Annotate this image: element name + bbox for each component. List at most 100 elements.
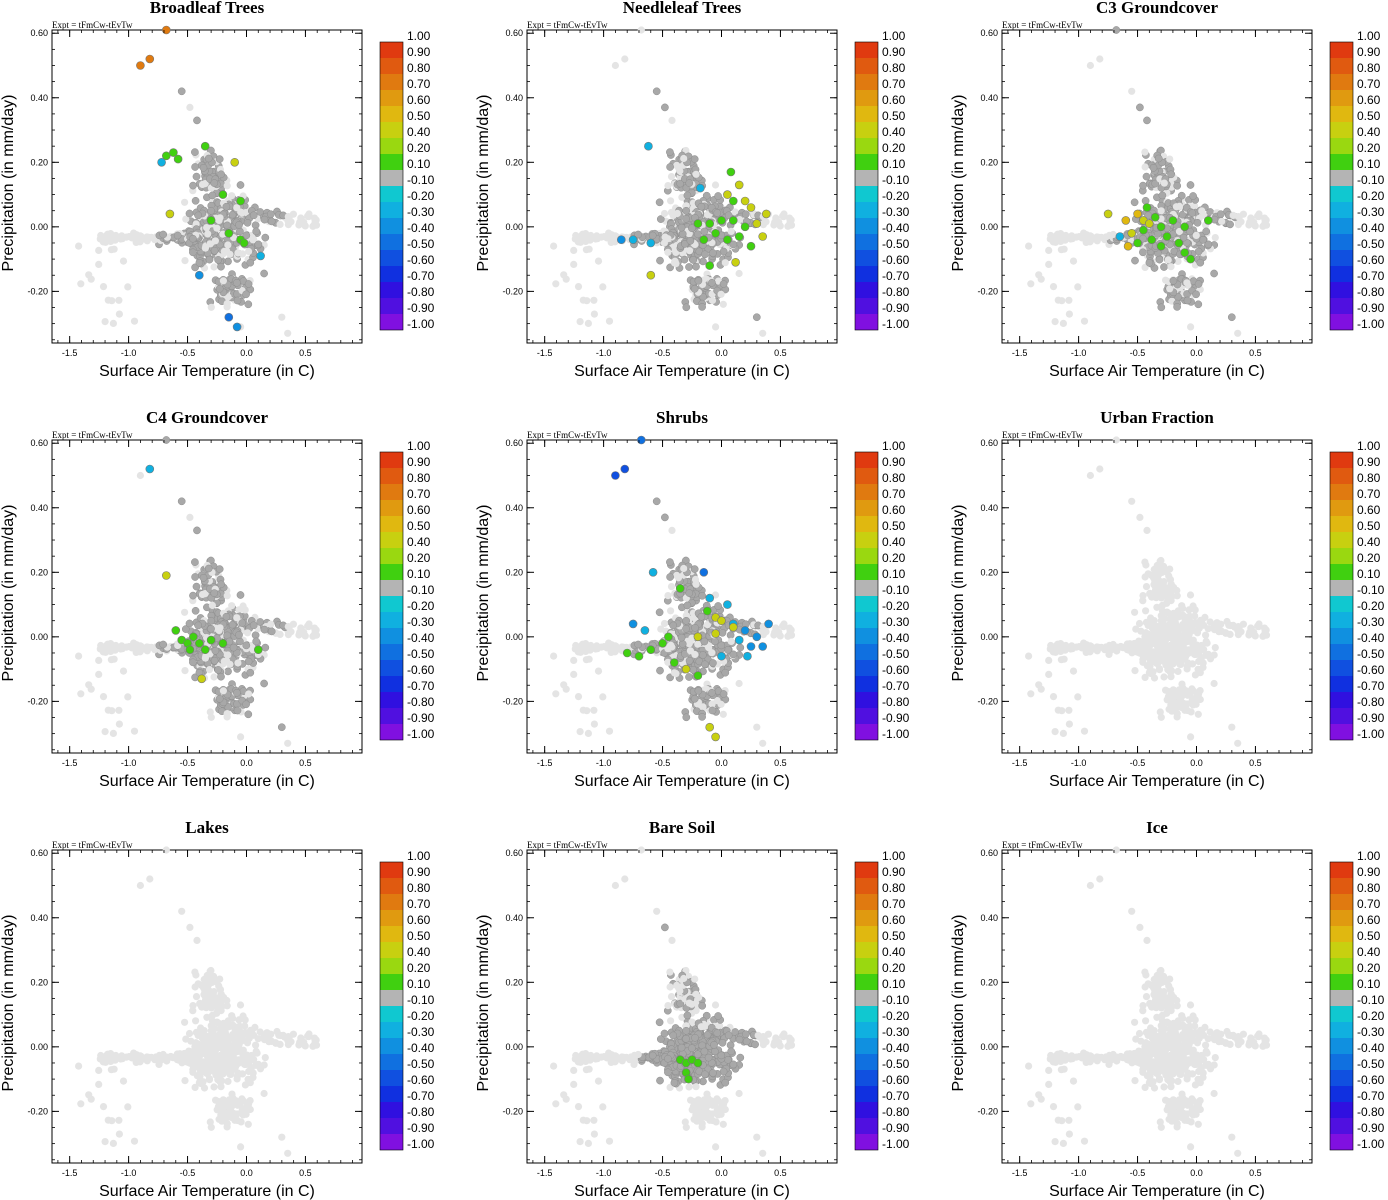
scatter-point <box>560 271 568 279</box>
colorbar-label: -0.20 <box>1357 189 1385 203</box>
colored-point <box>734 232 744 241</box>
scatter-point <box>107 656 115 664</box>
scatter-point <box>698 591 707 600</box>
scatter-point <box>711 637 719 646</box>
colorbar-label: 0.10 <box>407 157 431 171</box>
scatter-point <box>109 729 117 738</box>
colored-point <box>634 651 644 661</box>
scatter-point <box>741 210 750 219</box>
colorbar-segment <box>1330 218 1353 234</box>
colored-point <box>1115 232 1125 241</box>
scatter-point <box>719 710 727 718</box>
colored-point <box>746 203 756 212</box>
colorbar-label: -0.60 <box>407 253 435 267</box>
scatter-point <box>700 637 709 646</box>
scatter-point <box>194 211 203 220</box>
colorbar-label: 0.90 <box>882 455 906 469</box>
scatter-point <box>1069 257 1078 265</box>
scatter-point <box>1183 279 1191 287</box>
colorbar-segment <box>380 548 403 564</box>
colored-point <box>734 180 744 190</box>
scatter-point <box>685 656 694 665</box>
colored-point <box>162 151 171 161</box>
colorbar-label: -0.40 <box>1357 221 1385 235</box>
colorbar-segment <box>855 90 878 106</box>
colorbar-segment <box>380 250 403 266</box>
scatter-point <box>655 198 664 207</box>
scatter-point <box>276 220 284 228</box>
scatter-point <box>594 667 603 675</box>
scatter-point <box>1192 700 1200 708</box>
scatter-point <box>1080 317 1089 325</box>
colored-point <box>236 196 245 206</box>
colorbar-label: 0.40 <box>1357 125 1381 139</box>
scatter-point <box>1157 625 1165 633</box>
scatter-point <box>1096 55 1104 63</box>
colored-point <box>224 229 234 238</box>
scatter-point <box>107 231 115 239</box>
colorbar-label: 0.60 <box>882 93 906 107</box>
colored-point <box>734 635 744 645</box>
scatter-point <box>297 625 305 633</box>
colored-point <box>611 471 620 480</box>
colored-point <box>1142 203 1152 212</box>
scatter-point <box>238 209 246 217</box>
scatter-point <box>213 224 221 232</box>
scatter-point <box>133 644 141 652</box>
scatter-point <box>1155 255 1164 264</box>
scatter-point <box>1157 617 1165 625</box>
scatter-point <box>177 87 186 96</box>
scatter-point <box>682 713 691 722</box>
colorbar-label: 0.20 <box>1357 141 1381 155</box>
scatter-point <box>1186 591 1195 599</box>
y-tick-label: 0.00 <box>30 222 48 232</box>
x-tick-label: -1.0 <box>596 348 612 358</box>
scatter-point <box>245 690 253 698</box>
scatter-point <box>224 651 232 659</box>
scatter-point <box>590 296 598 304</box>
colored-point <box>171 626 181 635</box>
y-tick-label: 0.00 <box>980 222 998 232</box>
scatter-point <box>1145 669 1153 677</box>
colorbar-label: 0.40 <box>407 535 431 549</box>
colorbar-label: -0.80 <box>1357 285 1385 299</box>
scatter-point <box>1124 641 1132 650</box>
colored-point <box>711 732 720 742</box>
colorbar-label: -0.40 <box>407 631 435 645</box>
scatter-point <box>727 227 735 235</box>
scatter-point <box>1155 666 1164 674</box>
scatter-point <box>1188 619 1196 627</box>
scatter-point <box>717 290 725 298</box>
colored-point <box>743 651 752 661</box>
scatter-point <box>727 637 735 646</box>
scatter-point <box>667 173 676 181</box>
colorbar-segment <box>380 452 403 468</box>
scatter-point <box>181 198 189 206</box>
scatter-point <box>708 706 717 715</box>
scatter-point <box>95 246 103 254</box>
scatter-point <box>223 303 231 311</box>
scatter-point <box>1141 196 1150 205</box>
scatter-point <box>682 616 691 625</box>
colorbar-label: 0.50 <box>407 519 431 533</box>
y-tick-label: 0.00 <box>505 632 523 642</box>
scatter-point <box>717 641 726 650</box>
scatter-point <box>660 209 669 218</box>
colorbar-label: 0.40 <box>882 535 906 549</box>
scatter-point <box>1059 319 1067 327</box>
colorbar-segment <box>855 532 878 548</box>
colored-point <box>189 632 198 642</box>
scatter-point <box>189 591 197 600</box>
colored-point <box>206 635 216 645</box>
scatter-point <box>1131 608 1139 616</box>
panel-title: Shrubs <box>656 408 708 427</box>
scatter-point <box>260 679 268 688</box>
colored-point <box>628 619 638 629</box>
scatter-point <box>1169 276 1178 285</box>
colorbar-label: -0.70 <box>882 269 910 283</box>
scatter-point <box>1131 256 1139 265</box>
colored-point <box>628 235 638 244</box>
scatter-point <box>147 643 155 651</box>
scatter-point <box>244 280 253 288</box>
scatter-point <box>1158 601 1166 610</box>
